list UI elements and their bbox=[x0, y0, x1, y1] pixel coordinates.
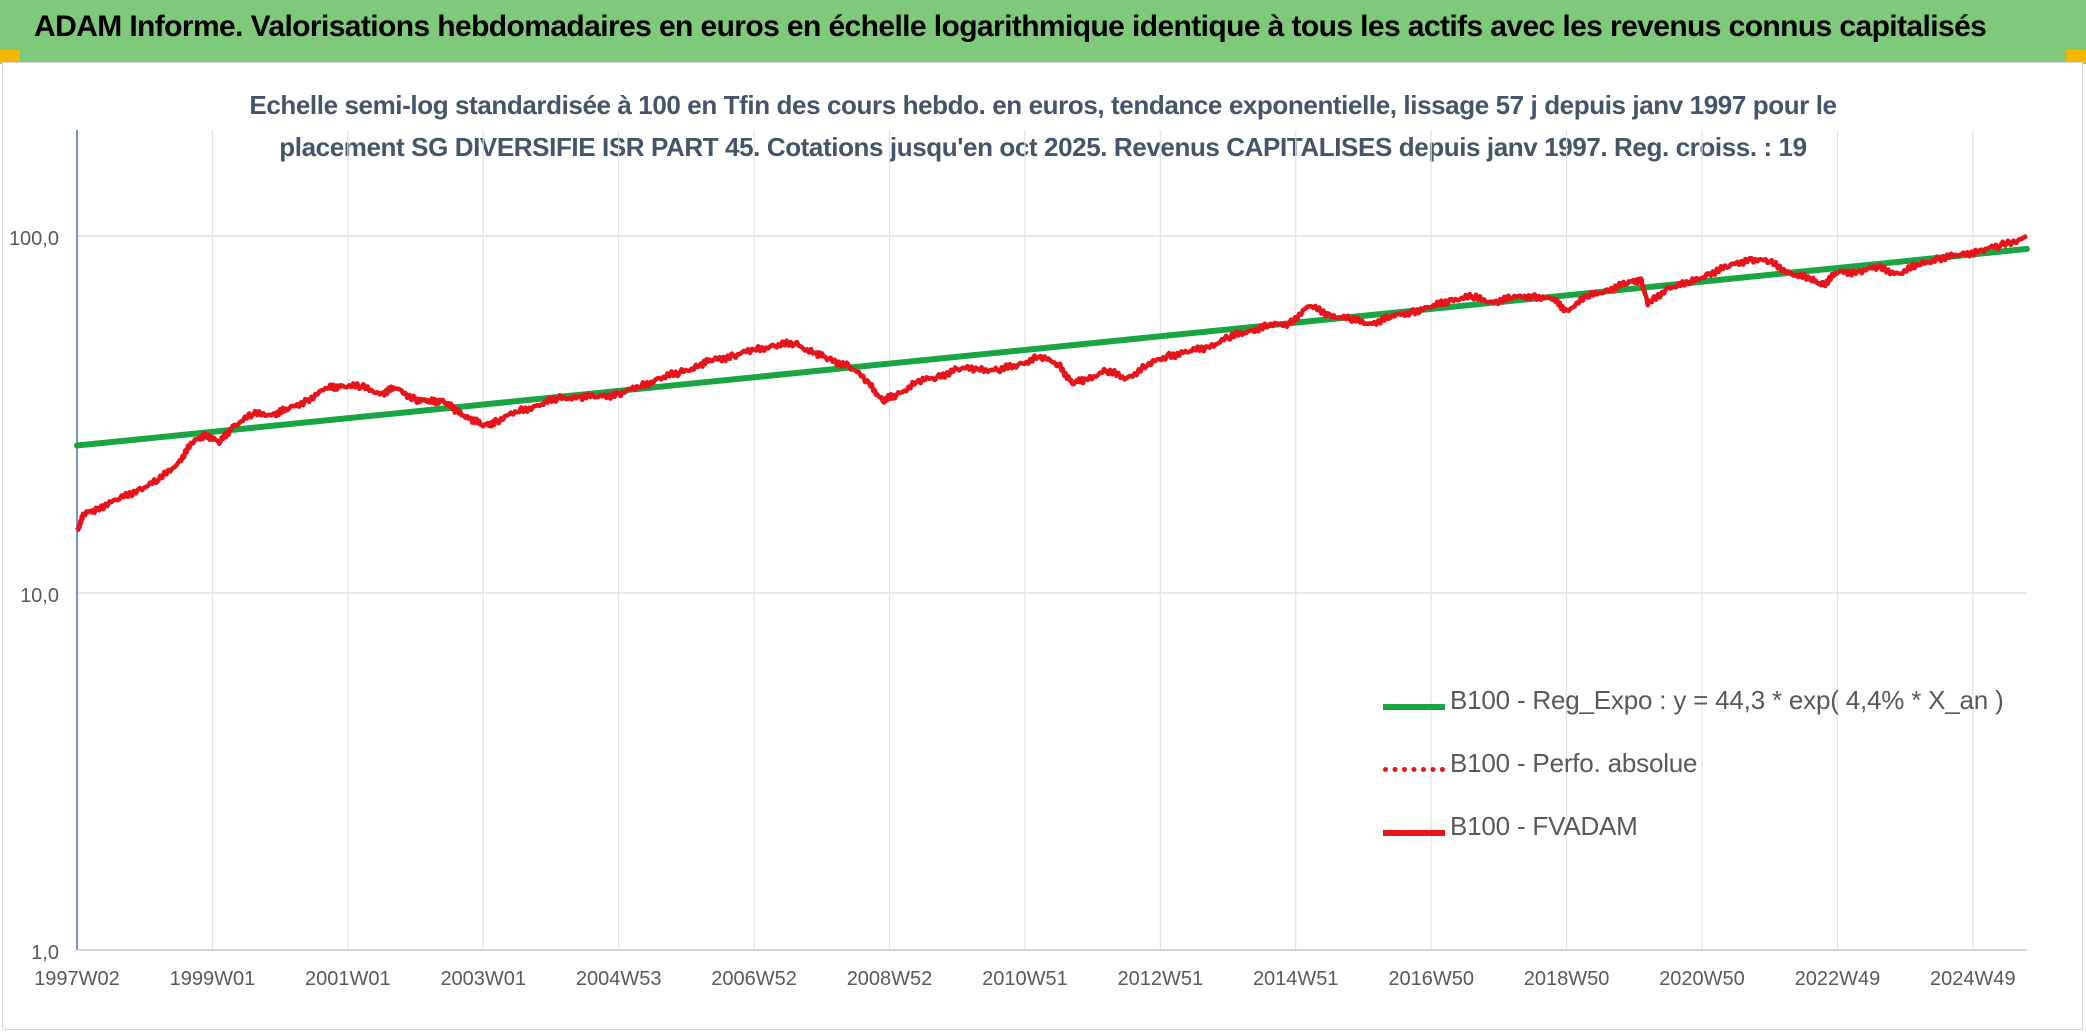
y-tick-label: 1,0 bbox=[31, 942, 59, 964]
y-tick-label: 100,0 bbox=[9, 228, 59, 250]
x-tick-label: 1999W01 bbox=[170, 968, 256, 990]
x-tick-label: 2004W53 bbox=[576, 968, 662, 990]
x-tick-label: 1997W02 bbox=[34, 968, 120, 990]
corner-marker-right bbox=[2066, 50, 2086, 64]
legend-label-perfo: B100 - Perfo. absolue bbox=[1450, 748, 1698, 778]
legend-label-fvadam: B100 - FVADAM bbox=[1450, 811, 1638, 841]
x-tick-label: 2008W52 bbox=[847, 968, 933, 990]
legend-swatch-regression bbox=[1383, 704, 1445, 710]
x-tick-label: 2022W49 bbox=[1795, 968, 1881, 990]
x-tick-label: 2006W52 bbox=[711, 968, 797, 990]
chart-title-line-2: placement SG DIVERSIFIE ISR PART 45. Cot… bbox=[279, 132, 1807, 162]
x-tick-label: 2018W50 bbox=[1524, 968, 1610, 990]
x-tick-label: 2012W51 bbox=[1118, 968, 1204, 990]
x-tick-label: 2016W50 bbox=[1388, 968, 1474, 990]
legend-swatch-fvadam bbox=[1383, 830, 1445, 836]
page-title: ADAM Informe. Valorisations hebdomadaire… bbox=[34, 10, 1987, 43]
y-tick-label: 10,0 bbox=[20, 585, 59, 607]
x-tick-label: 2001W01 bbox=[305, 968, 391, 990]
x-tick-label: 2014W51 bbox=[1253, 968, 1339, 990]
x-tick-label: 2003W01 bbox=[440, 968, 526, 990]
x-tick-label: 2010W51 bbox=[982, 968, 1068, 990]
chart-area bbox=[2, 62, 2083, 1030]
x-tick-label: 2020W50 bbox=[1659, 968, 1745, 990]
legend-swatch-perfo bbox=[1383, 767, 1445, 772]
fvadam-line bbox=[75, 233, 2028, 532]
legend-label-regression: B100 - Reg_Expo : y = 44,3 * exp( 4,4% *… bbox=[1450, 685, 2004, 715]
chart-title-line-1: Echelle semi-log standardisée à 100 en T… bbox=[249, 90, 1837, 120]
header-bar: ADAM Informe. Valorisations hebdomadaire… bbox=[0, 0, 2086, 63]
regression-line bbox=[74, 245, 2030, 449]
x-tick-label: 2024W49 bbox=[1930, 968, 2016, 990]
corner-marker-left bbox=[0, 50, 20, 64]
